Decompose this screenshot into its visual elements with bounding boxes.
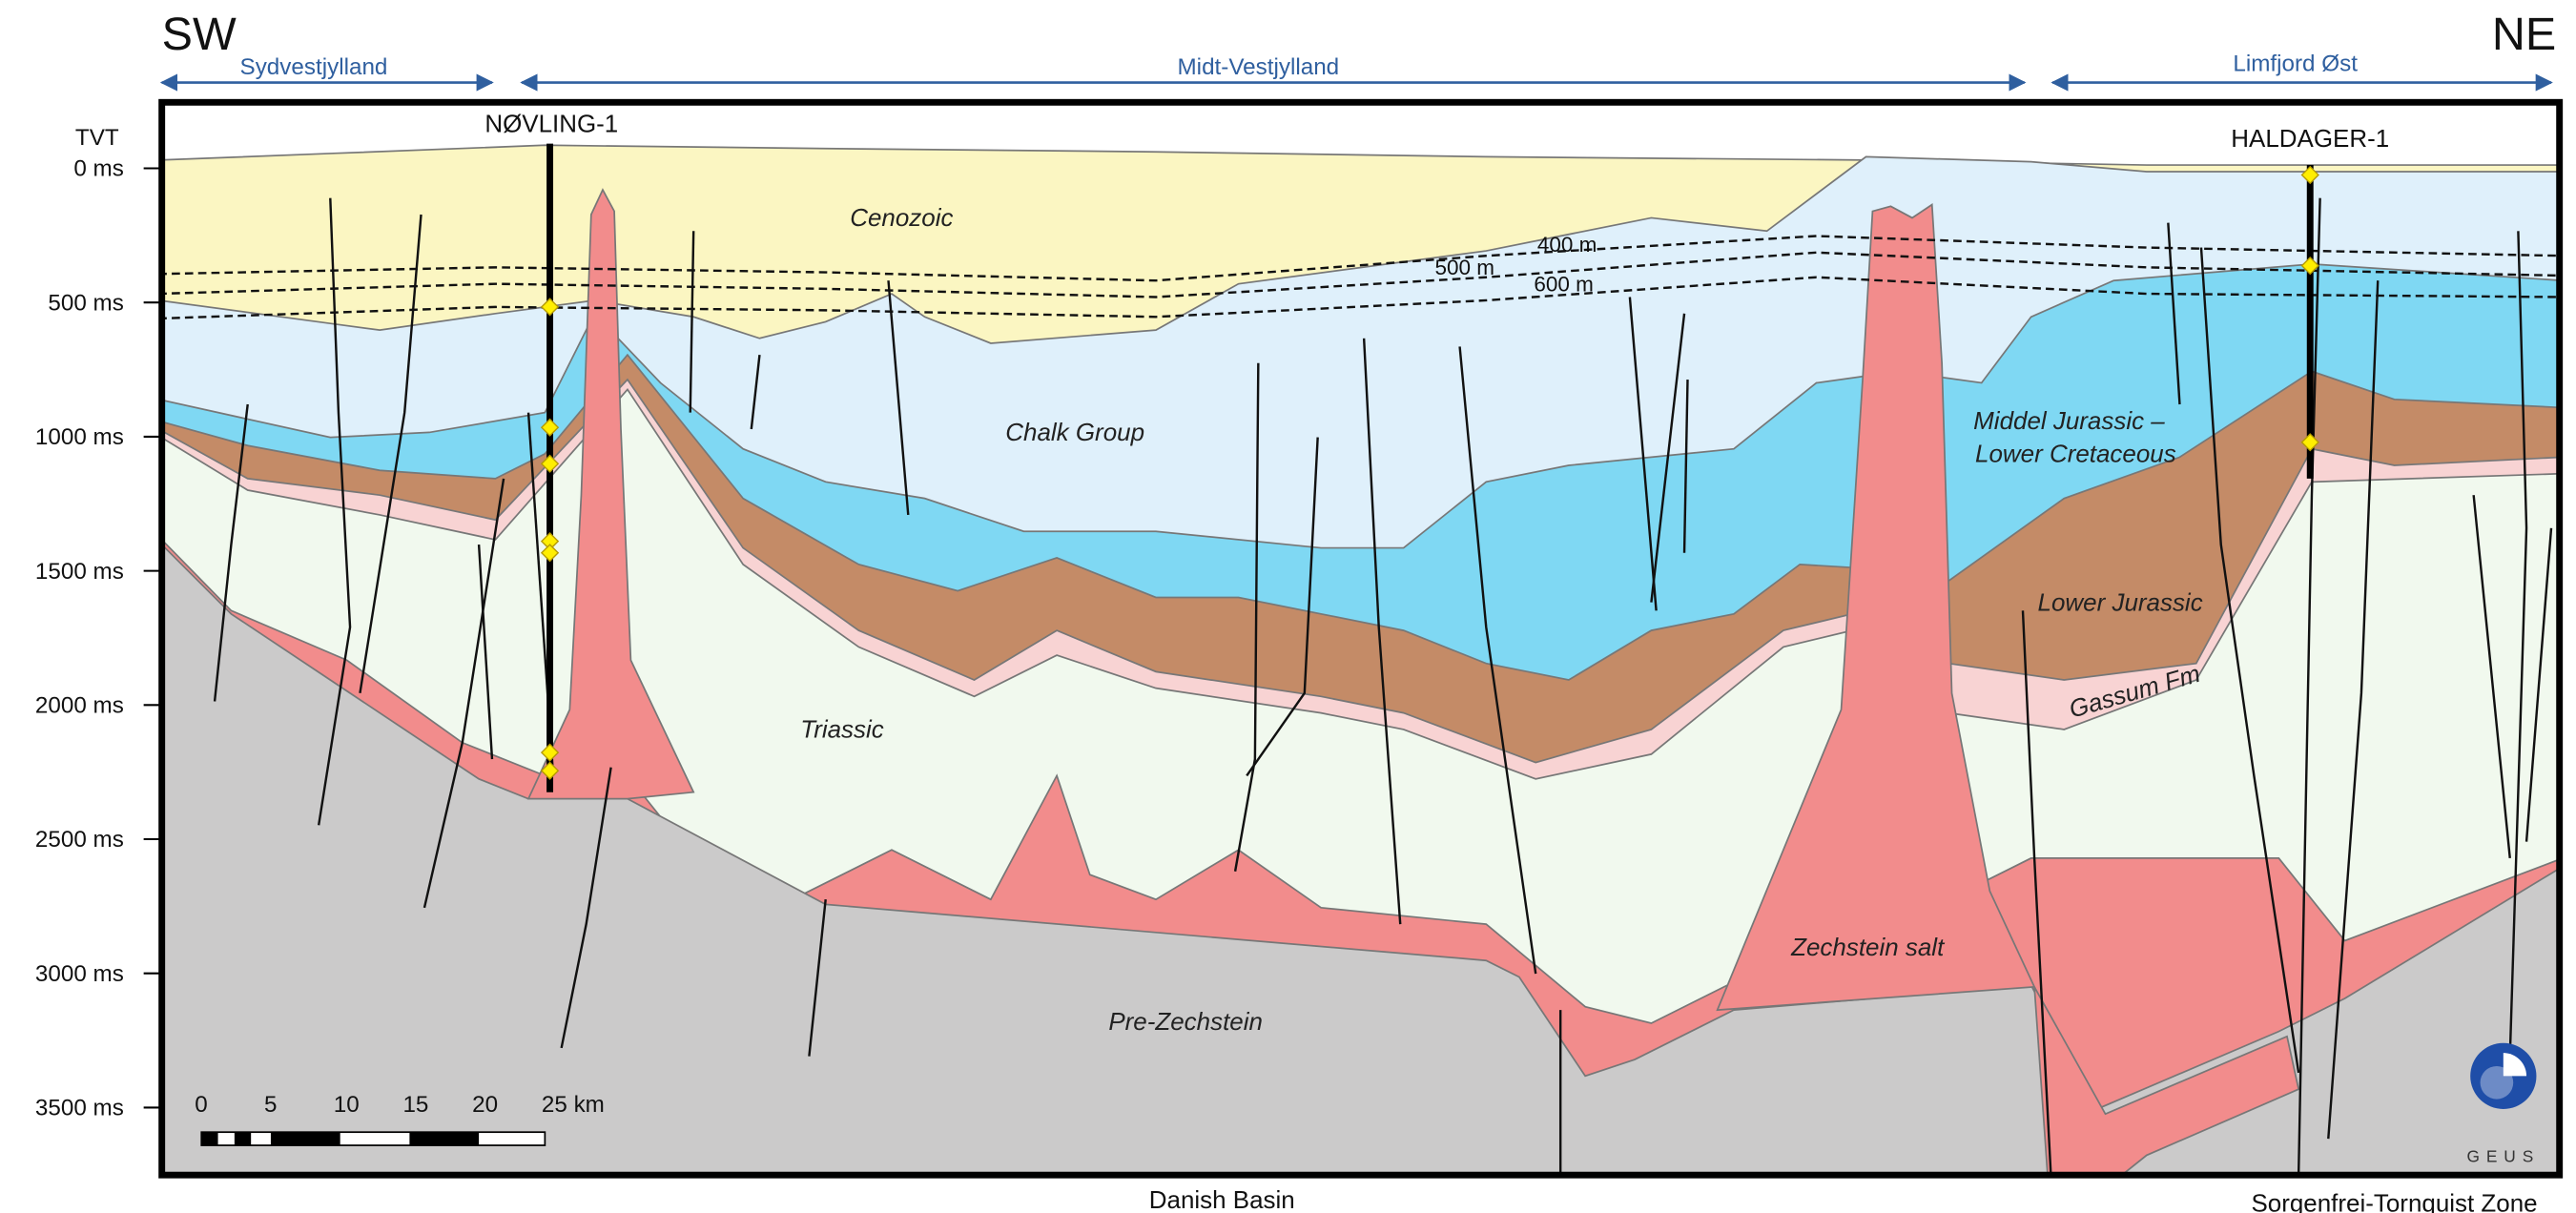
fault <box>2021 610 2052 1176</box>
fault <box>2297 197 2321 1176</box>
logo-mark <box>2503 1053 2527 1077</box>
layer-label: Chalk Group <box>1005 418 1144 446</box>
scale-frame <box>200 1131 546 1146</box>
scale-bar: 0 5 10 15 20 25 km <box>195 1092 605 1146</box>
axis-label: 3500 ms <box>35 1096 124 1121</box>
region-label: Limfjord Øst <box>2233 51 2358 76</box>
scale-segment <box>201 1132 218 1146</box>
scale-segment <box>270 1132 340 1146</box>
scale-label: 0 <box>195 1092 207 1118</box>
region-label: Sydvestjylland <box>240 54 388 80</box>
well-marker <box>540 743 560 762</box>
ne-label: NE <box>2492 9 2556 60</box>
layer <box>161 543 2560 1176</box>
well-label: HALDAGER-1 <box>2231 124 2389 153</box>
salt-diapir <box>526 188 695 800</box>
scale-segment <box>409 1132 480 1146</box>
layer-label: Cenozoic <box>850 203 953 232</box>
fault <box>2167 222 2181 405</box>
axis-label: 2000 ms <box>35 692 124 718</box>
axis: 0 ms 500 ms 1000 ms 1500 ms 2000 ms 2500 ms 30… <box>35 156 162 1121</box>
footer-label: Danish Basin <box>1149 1185 1295 1213</box>
layer-label: Middel Jurassic – <box>1973 406 2165 435</box>
fault <box>2327 280 2380 1140</box>
fault <box>1246 437 1319 777</box>
fault <box>808 899 827 1057</box>
fault <box>1362 338 1402 925</box>
depth-line <box>161 251 2560 298</box>
fault <box>2524 527 2553 842</box>
scale-label: 20 <box>472 1092 498 1118</box>
well-marker <box>540 544 560 563</box>
fault <box>317 197 352 826</box>
overlay <box>540 143 2319 792</box>
axis-label: 0 ms <box>73 156 123 182</box>
axis-label: 2500 ms <box>35 827 124 853</box>
region-label: Midt-Vestjylland <box>1178 54 1340 80</box>
well-marker <box>540 418 560 437</box>
fault <box>1233 362 1260 872</box>
fault <box>689 231 695 413</box>
fault <box>1628 297 1658 611</box>
depth-line <box>161 235 2560 282</box>
scale-segment <box>234 1132 252 1146</box>
fault <box>477 545 494 760</box>
depth-label: 400 m <box>1537 233 1597 257</box>
fault <box>560 767 612 1049</box>
fault <box>1458 346 1537 975</box>
depth-label: 600 m <box>1534 272 1594 296</box>
layer-label: Lower Cretaceous <box>1975 440 2176 468</box>
layer-label: Triassic <box>800 715 884 744</box>
well-marker <box>2300 165 2319 185</box>
depth-line <box>161 276 2560 320</box>
fault <box>2508 231 2528 1057</box>
scale-label: 10 <box>334 1092 360 1118</box>
layer-label: Lower Jurassic <box>2038 587 2203 616</box>
layers <box>161 102 2560 1176</box>
fault <box>887 280 910 516</box>
axis-label: 1000 ms <box>35 424 124 450</box>
fault <box>1682 380 1689 553</box>
well-marker <box>540 298 560 317</box>
frame <box>158 98 2564 1179</box>
fault <box>422 478 505 909</box>
scale-label: 25 km <box>542 1092 605 1118</box>
well-marker <box>2300 256 2319 276</box>
layer-label: Zechstein salt <box>1790 933 1946 961</box>
fault <box>213 403 249 702</box>
logo-mark <box>2480 1065 2514 1100</box>
footer-label: Sorgenfrei-Tornquist Zone <box>2251 1188 2537 1213</box>
well-label: NØVLING-1 <box>484 109 618 137</box>
depth-label: 500 m <box>1434 256 1494 279</box>
scale-label: 5 <box>264 1092 277 1118</box>
layer-label: Pre-Zechstein <box>1108 1007 1263 1036</box>
well-marker <box>540 454 560 473</box>
fault <box>359 214 422 694</box>
fault <box>1650 313 1686 603</box>
axis-label: 1500 ms <box>35 559 124 585</box>
sw-label: SW <box>162 9 237 60</box>
logo-text: GEUS <box>2466 1146 2540 1165</box>
axis-label: 500 ms <box>48 290 123 316</box>
axis-label: 3000 ms <box>35 961 124 987</box>
fault <box>2199 247 2300 1074</box>
fault <box>2472 495 2511 859</box>
scale-label: 15 <box>402 1092 428 1118</box>
well-marker <box>2300 433 2319 452</box>
salt-diapir <box>1716 203 2036 1012</box>
fault <box>750 354 761 430</box>
axis-title: TVT <box>75 125 119 151</box>
well-marker <box>540 761 560 780</box>
